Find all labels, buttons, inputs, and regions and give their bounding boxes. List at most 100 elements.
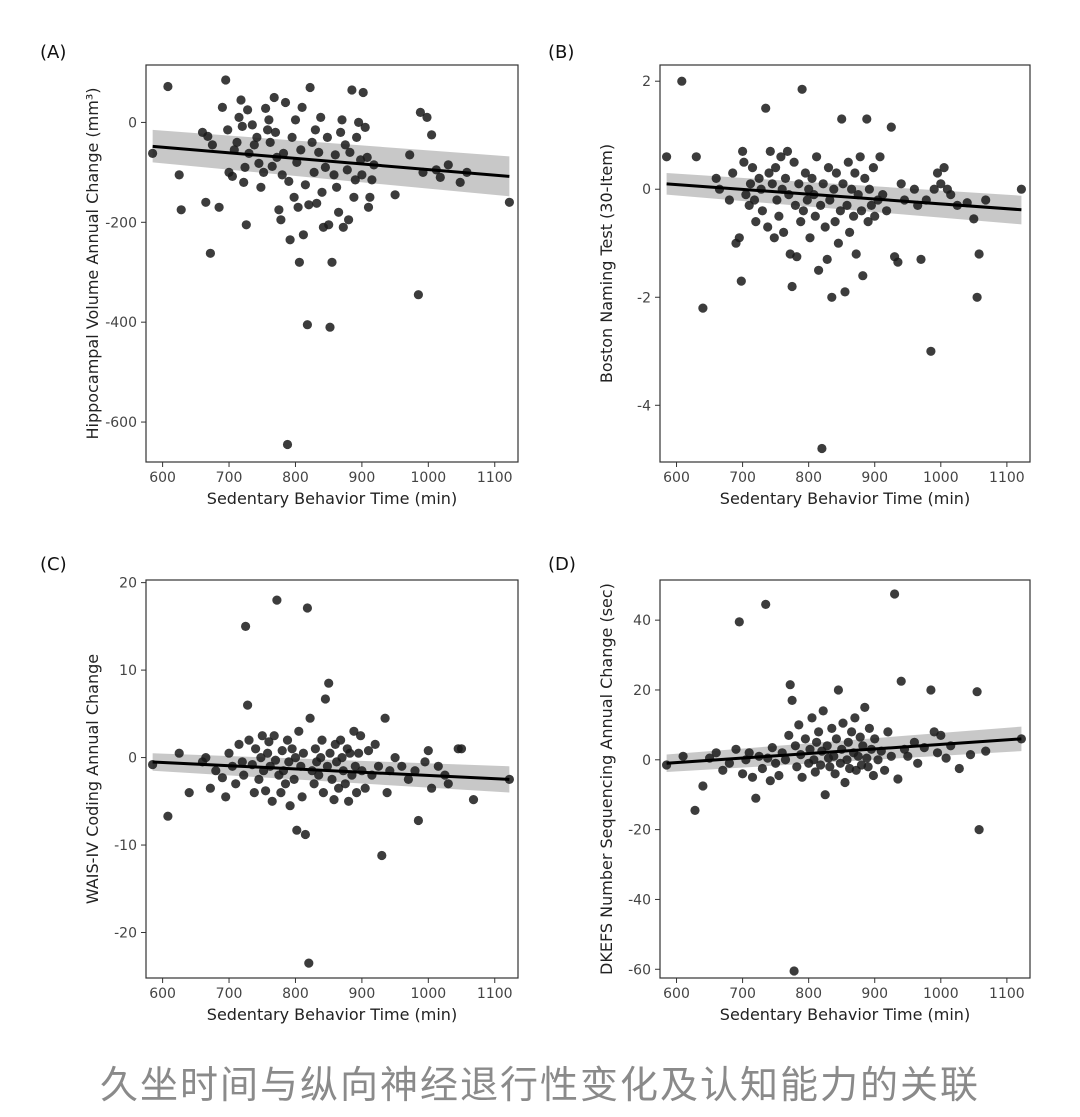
- data-point: [829, 751, 839, 761]
- data-point: [790, 741, 801, 751]
- data-point: [324, 678, 334, 688]
- data-point: [765, 146, 775, 156]
- data-point: [269, 92, 279, 103]
- data-point: [739, 157, 749, 167]
- data-point: [805, 744, 815, 754]
- data-point: [327, 774, 337, 785]
- data-point: [798, 206, 809, 216]
- data-point: [866, 200, 877, 210]
- data-point: [324, 220, 334, 230]
- data-point: [403, 774, 413, 785]
- data-point: [292, 825, 302, 835]
- data-point: [241, 220, 251, 230]
- data-point: [257, 731, 267, 741]
- data-point: [816, 200, 826, 210]
- data-point: [163, 81, 173, 92]
- x-tick-label: 900: [861, 470, 888, 486]
- data-point: [455, 177, 465, 187]
- data-point: [251, 744, 261, 754]
- data-point: [724, 758, 735, 768]
- data-point: [916, 254, 926, 264]
- data-point: [774, 770, 784, 781]
- data-point: [309, 779, 319, 789]
- x-tick-label: 1000: [411, 986, 447, 1002]
- data-point: [370, 739, 380, 750]
- data-point: [856, 206, 867, 216]
- regression-line: [152, 144, 510, 178]
- data-point: [711, 173, 721, 183]
- data-point: [325, 322, 335, 332]
- confidence-band: [152, 129, 510, 197]
- data-point: [734, 233, 744, 243]
- data-point: [423, 746, 433, 756]
- data-point: [270, 127, 281, 137]
- data-point: [345, 748, 355, 758]
- data-point: [792, 762, 802, 772]
- data-point: [769, 233, 779, 243]
- data-point: [831, 168, 842, 178]
- data-point: [305, 82, 315, 93]
- data-point: [314, 770, 324, 780]
- data-point: [382, 788, 392, 798]
- data-point: [267, 796, 277, 806]
- data-point: [747, 163, 758, 173]
- data-point: [163, 811, 173, 821]
- data-point: [812, 737, 822, 747]
- data-point: [886, 122, 896, 132]
- data-point: [336, 127, 346, 137]
- y-tick-label: 40: [633, 613, 651, 629]
- data-point: [468, 795, 479, 805]
- y-tick-label: 0: [128, 115, 137, 131]
- data-point: [307, 137, 317, 147]
- data-point: [751, 793, 761, 803]
- data-point: [830, 769, 840, 779]
- data-point: [741, 190, 751, 200]
- data-point: [882, 206, 892, 216]
- data-point: [433, 761, 443, 771]
- data-point: [858, 271, 868, 281]
- data-point: [358, 87, 368, 98]
- data-point: [300, 180, 310, 190]
- data-point: [823, 163, 834, 173]
- data-point: [767, 743, 777, 753]
- data-point: [390, 190, 400, 200]
- data-point: [277, 746, 287, 756]
- data-point: [334, 783, 344, 793]
- data-point: [410, 766, 420, 776]
- panel-label: (D): [548, 554, 576, 575]
- data-point: [787, 281, 797, 292]
- data-point: [774, 211, 784, 221]
- data-point: [776, 152, 786, 162]
- y-tick-label: 10: [119, 663, 137, 679]
- data-point: [794, 179, 804, 189]
- data-point: [284, 757, 294, 767]
- data-point: [287, 132, 297, 142]
- data-point: [345, 147, 355, 157]
- x-tick-label: 600: [149, 470, 176, 486]
- data-point: [825, 762, 835, 772]
- data-point: [298, 748, 308, 758]
- y-axis-title: WAIS-IV Coding Annual Change: [83, 654, 102, 904]
- data-point: [302, 320, 312, 330]
- data-point: [390, 753, 400, 763]
- confidence-band: [666, 173, 1022, 225]
- chart-panel-3: (C) 600 700 800 900 1000 1100 -20 -10 0 10 20 Sedent…: [40, 554, 519, 1024]
- data-point: [316, 753, 326, 763]
- data-point: [285, 801, 295, 811]
- data-point: [797, 84, 807, 94]
- data-point: [174, 170, 184, 180]
- data-point: [309, 167, 319, 177]
- data-point: [767, 179, 777, 189]
- data-point: [274, 205, 284, 215]
- data-point: [780, 173, 791, 183]
- data-point: [227, 171, 237, 181]
- x-tick-label: 1100: [477, 986, 513, 1002]
- data-point: [677, 76, 687, 86]
- data-point: [263, 748, 273, 758]
- data-point: [456, 744, 467, 754]
- data-point: [969, 214, 979, 224]
- data-point: [261, 786, 271, 796]
- data-point: [239, 770, 249, 780]
- data-point: [850, 713, 860, 723]
- data-point: [413, 815, 423, 826]
